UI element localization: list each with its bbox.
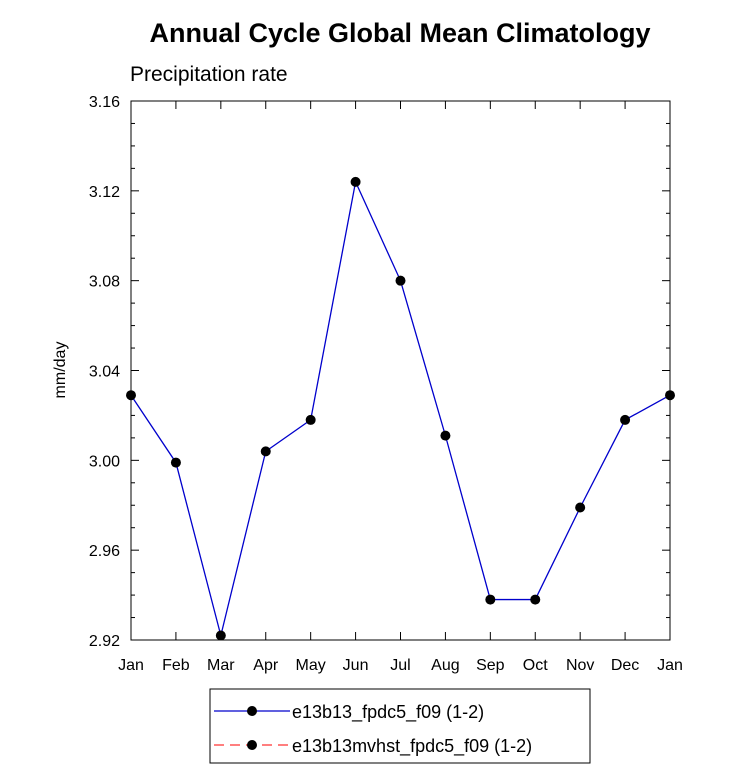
y-tick-label: 3.00 [89,453,120,470]
y-tick-label: 3.12 [89,184,120,201]
legend-box [209,688,591,764]
data-point [575,502,586,513]
data-point [350,176,361,187]
data-point [260,446,271,457]
data-point [170,457,181,468]
x-tick-label: May [296,657,326,674]
plot-frame [130,100,671,641]
data-point [530,594,541,605]
x-axis: Jan Feb Mar Apr May Jun Jul Aug Sep Oct Nov Dec Jan [118,101,683,674]
chart-subtitle: Precipitation rate [130,63,288,86]
y-axis: 2.92 2.96 3.00 3.04 3.08 3.12 3.16 [89,94,670,650]
legend-label-series-1: e13b13_fpdc5_f09 (1-2) [292,702,484,723]
data-point [665,390,675,401]
data-point [215,630,226,641]
y-tick-label: 3.04 [89,364,120,381]
x-tick-label: Sep [476,657,505,674]
x-tick-label: Apr [253,657,279,674]
series-line-1 [130,179,671,636]
data-point [395,275,406,286]
x-tick-label: Aug [431,657,459,674]
y-tick-label: 2.96 [89,543,120,560]
x-tick-label: Jan [657,657,683,674]
legend-marker-series-2 [247,740,257,750]
legend: e13b13_fpdc5_f09 (1-2) e13b13mvhst_fpdc5… [209,688,591,764]
data-point [485,594,496,605]
data-point [440,430,451,441]
series-layer [126,176,675,641]
data-point [305,414,316,425]
x-tick-label: Oct [523,657,548,674]
data-point [620,414,631,425]
x-tick-label: Nov [566,657,594,674]
x-tick-label: Mar [207,657,235,674]
x-tick-label: Feb [162,657,190,674]
chart-title: Annual Cycle Global Mean Climatology [149,18,650,48]
y-tick-label: 2.92 [89,633,120,650]
x-tick-label: Dec [611,657,639,674]
y-axis-label: mm/day [52,342,69,399]
data-point [126,390,136,401]
legend-marker-series-1 [247,706,257,716]
y-tick-label: 3.08 [89,274,120,291]
y-tick-label: 3.16 [89,94,120,111]
legend-label-series-2: e13b13mvhst_fpdc5_f09 (1-2) [292,736,532,757]
x-tick-label: Jul [390,657,410,674]
x-tick-label: Jun [343,657,369,674]
x-tick-label: Jan [118,657,144,674]
